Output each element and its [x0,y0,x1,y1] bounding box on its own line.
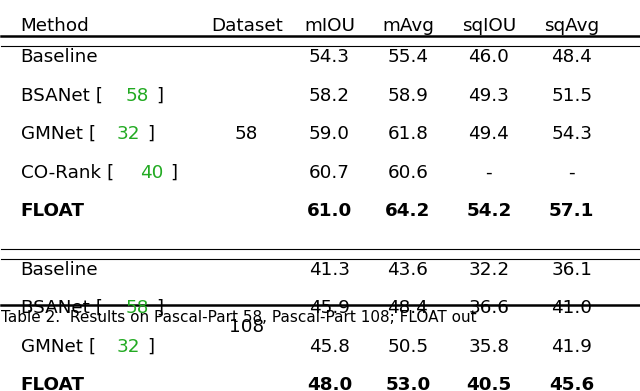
Text: ]: ] [156,87,163,105]
Text: 58: 58 [126,87,149,105]
Text: 32: 32 [117,125,141,143]
Text: 57.1: 57.1 [549,202,595,220]
Text: 35.8: 35.8 [468,337,509,355]
Text: 58: 58 [126,299,149,317]
Text: Method: Method [20,17,89,35]
Text: 40: 40 [140,163,164,181]
Text: GMNet [: GMNet [ [20,337,95,355]
Text: 32.2: 32.2 [468,261,509,279]
Text: GMNet [: GMNet [ [20,125,95,143]
Text: 45.9: 45.9 [309,299,350,317]
Text: 61.8: 61.8 [387,125,428,143]
Text: 41.3: 41.3 [309,261,350,279]
Text: 58.2: 58.2 [309,87,350,105]
Text: 41.9: 41.9 [551,337,592,355]
Text: FLOAT: FLOAT [20,376,84,391]
Text: 108: 108 [229,318,264,336]
Text: mAvg: mAvg [382,17,434,35]
Text: 55.4: 55.4 [387,48,428,66]
Text: 41.0: 41.0 [551,299,592,317]
Text: 45.6: 45.6 [549,376,595,391]
Text: BSANet [: BSANet [ [20,87,102,105]
Text: 46.0: 46.0 [468,48,509,66]
Text: 49.4: 49.4 [468,125,509,143]
Text: BSANet [: BSANet [ [20,299,102,317]
Text: ]: ] [170,163,177,181]
Text: 43.6: 43.6 [387,261,428,279]
Text: 58.9: 58.9 [387,87,428,105]
Text: 61.0: 61.0 [307,202,352,220]
Text: 54.2: 54.2 [466,202,511,220]
Text: 53.0: 53.0 [385,376,431,391]
Text: -: - [568,163,575,181]
Text: 59.0: 59.0 [309,125,350,143]
Text: -: - [486,163,492,181]
Text: 48.4: 48.4 [551,48,592,66]
Text: ]: ] [156,299,163,317]
Text: 48.0: 48.0 [307,376,352,391]
Text: FLOAT: FLOAT [20,202,84,220]
Text: CO-Rank [: CO-Rank [ [20,163,114,181]
Text: 64.2: 64.2 [385,202,431,220]
Text: ]: ] [147,337,154,355]
Text: 32: 32 [117,337,141,355]
Text: Dataset: Dataset [211,17,283,35]
Text: 54.3: 54.3 [551,125,592,143]
Text: 58: 58 [235,125,259,143]
Text: sqIOU: sqIOU [461,17,516,35]
Text: 51.5: 51.5 [551,87,592,105]
Text: ]: ] [147,125,154,143]
Text: Table 2.  Results on Pascal-Part 58, Pascal-Part 108; FLOAT out: Table 2. Results on Pascal-Part 58, Pasc… [1,310,477,325]
Text: 54.3: 54.3 [309,48,350,66]
Text: 60.6: 60.6 [387,163,428,181]
Text: 50.5: 50.5 [387,337,429,355]
Text: 48.4: 48.4 [388,299,428,317]
Text: 60.7: 60.7 [309,163,350,181]
Text: 49.3: 49.3 [468,87,509,105]
Text: 40.5: 40.5 [466,376,511,391]
Text: Baseline: Baseline [20,48,98,66]
Text: Baseline: Baseline [20,261,98,279]
Text: 45.8: 45.8 [309,337,350,355]
Text: 36.6: 36.6 [468,299,509,317]
Text: sqAvg: sqAvg [544,17,599,35]
Text: 36.1: 36.1 [551,261,592,279]
Text: mIOU: mIOU [304,17,355,35]
